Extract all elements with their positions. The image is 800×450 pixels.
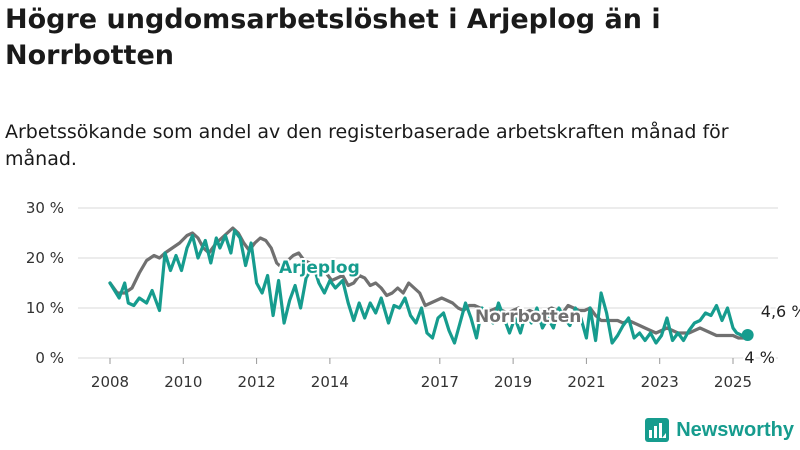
x-tick-label: 2025 bbox=[714, 373, 752, 390]
y-axis-ticks: 0 % 10 % 20 % 30 % bbox=[26, 199, 64, 367]
brand-name: Newsworthy bbox=[676, 418, 794, 441]
norrbotten-end-value: 4 % bbox=[744, 348, 774, 367]
y-tick-label: 30 % bbox=[26, 199, 64, 217]
x-tick-label: 2021 bbox=[567, 373, 605, 390]
arjeplog-end-marker bbox=[741, 329, 754, 341]
y-tick-label: 20 % bbox=[26, 249, 64, 267]
x-tick-label: 2012 bbox=[237, 373, 275, 390]
line-chart: 0 % 10 % 20 % 30 % 2008 2010 2012 2014 2017 2019… bbox=[26, 199, 800, 390]
arjeplog-end-value: 4,6 % bbox=[761, 302, 800, 321]
arjeplog-series-label: Arjeplog bbox=[279, 258, 360, 278]
grid-lines bbox=[78, 207, 778, 359]
x-tick-label: 2010 bbox=[164, 373, 202, 390]
chart-title: Högre ungdomsarbetslöshet i Arjeplog än … bbox=[5, 4, 661, 71]
arjeplog-end-value-halo: 4,6 % bbox=[761, 302, 800, 321]
chart-subtitle: Arbetssökande som andel av den registerb… bbox=[5, 121, 729, 170]
brand-footer: Newsworthy bbox=[645, 418, 794, 442]
x-tick-label: 2008 bbox=[91, 373, 129, 390]
newsworthy-logo-icon bbox=[645, 418, 670, 442]
x-tick-label: 2023 bbox=[641, 373, 679, 390]
norrbotten-end-value-halo: 4 % bbox=[744, 348, 774, 367]
series-line-arjeplog bbox=[108, 228, 750, 345]
norrbotten-series-label: Norrbotten bbox=[475, 307, 581, 327]
arjeplog-series-label-halo: Arjeplog bbox=[279, 258, 360, 278]
series-line-norrbotten bbox=[108, 226, 750, 340]
y-tick-label: 10 % bbox=[26, 299, 64, 317]
x-tick-label: 2019 bbox=[494, 373, 532, 390]
x-axis-ticks: 2008 2010 2012 2014 2017 2019 2021 2023 2025 bbox=[91, 358, 752, 390]
norrbotten-series-label-halo: Norrbotten bbox=[475, 307, 581, 327]
x-tick-label: 2014 bbox=[311, 373, 349, 390]
series-lines bbox=[108, 226, 750, 345]
x-tick-label: 2017 bbox=[421, 373, 459, 390]
y-tick-label: 0 % bbox=[35, 349, 64, 367]
